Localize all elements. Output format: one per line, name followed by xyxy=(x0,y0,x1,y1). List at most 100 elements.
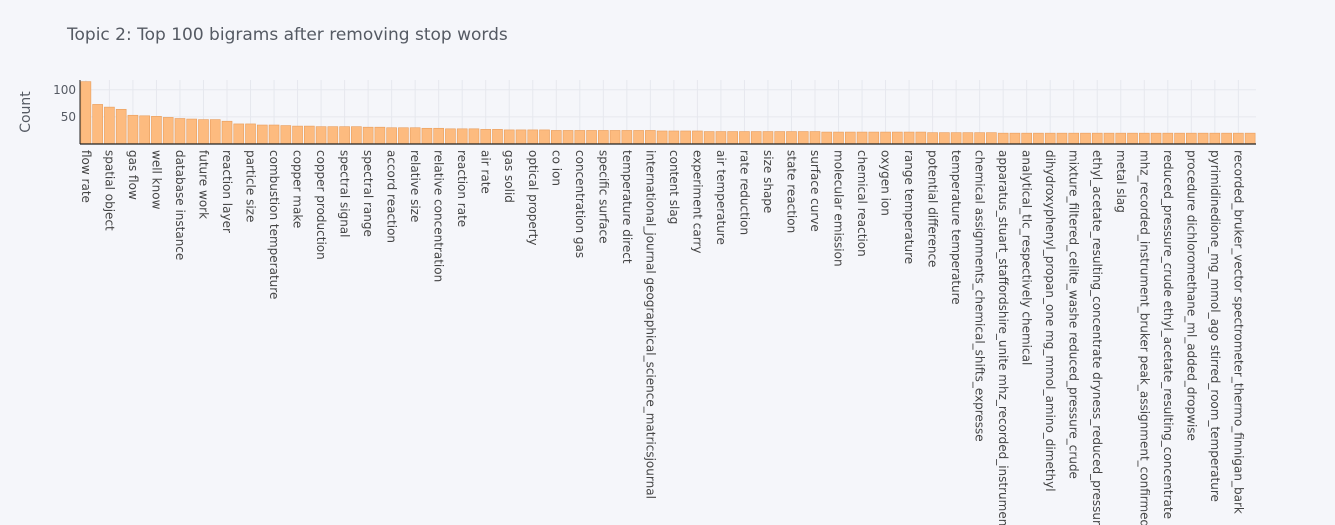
x-tick-label: flow rate xyxy=(79,150,93,203)
x-tick-label: surface curve xyxy=(808,150,822,232)
x-tick-label: concentration gas xyxy=(573,150,587,258)
x-tick-label: range temperature xyxy=(902,150,916,264)
x-tick-label: temperature temperature xyxy=(949,150,963,305)
bar xyxy=(762,131,774,145)
bar xyxy=(692,130,703,145)
x-tick-label: procedure dichloromethane_ml_added_dropw… xyxy=(1184,150,1198,441)
bar xyxy=(880,131,891,145)
bar xyxy=(786,131,797,145)
bar xyxy=(680,130,691,145)
bar xyxy=(927,132,938,145)
bar xyxy=(868,131,880,145)
bar xyxy=(421,127,433,145)
x-tick-label: relative size xyxy=(408,150,422,222)
x-tick-label: size shape xyxy=(761,150,775,213)
x-tick-label: potential difference xyxy=(926,150,940,267)
bar xyxy=(80,81,92,145)
bar xyxy=(1091,132,1103,145)
x-tick-label: spectral range xyxy=(361,150,375,237)
bar xyxy=(962,132,974,145)
bar xyxy=(127,114,139,145)
bar xyxy=(892,131,903,145)
bar xyxy=(268,124,280,145)
bar xyxy=(233,123,245,145)
bar xyxy=(774,131,786,145)
bar xyxy=(162,117,174,145)
bar xyxy=(1221,132,1232,145)
bar xyxy=(374,126,386,145)
bar xyxy=(903,131,915,145)
gridlines xyxy=(80,80,1256,144)
bar xyxy=(104,106,115,145)
bar xyxy=(950,132,962,145)
x-tick-label: recorded_bruker_vector spectrometer_ther… xyxy=(1231,150,1245,514)
bar xyxy=(797,131,809,145)
x-tick-label: particle size xyxy=(244,150,258,222)
bar xyxy=(339,126,350,145)
bar xyxy=(1197,132,1209,145)
x-tick-label: copper production xyxy=(314,150,328,260)
x-tick-label: temperature direct xyxy=(620,150,634,264)
bar xyxy=(492,129,503,145)
x-tick-label: apparatus_stuart_staffordshire_unite mhz… xyxy=(996,150,1010,525)
y-tick-label: 50 xyxy=(61,110,76,124)
bar xyxy=(1115,132,1127,145)
bar xyxy=(456,128,468,145)
bar xyxy=(409,127,421,145)
y-axis-label: Count xyxy=(18,91,34,133)
bar xyxy=(186,118,198,145)
bar xyxy=(151,116,162,145)
bar xyxy=(139,115,150,145)
x-tick-label: spectral signal xyxy=(338,150,352,238)
bar xyxy=(1209,132,1221,145)
x-tick-label: state reaction xyxy=(784,150,798,233)
bar xyxy=(327,126,339,145)
bar xyxy=(445,128,456,145)
bar xyxy=(245,123,256,145)
x-tick-label: dihydroxyphenyl_propan_one mg_mmol_amino… xyxy=(1043,150,1057,492)
bar xyxy=(221,120,233,145)
bar xyxy=(645,130,656,145)
x-tick-label: optical property xyxy=(526,150,540,245)
x-tick-label: molecular emission xyxy=(832,150,846,267)
bar xyxy=(915,131,927,145)
x-tick-label: metal slag xyxy=(1114,150,1128,213)
x-tick-label: experiment carry xyxy=(690,150,704,253)
x-tick-label: future work xyxy=(196,150,210,219)
bar xyxy=(1174,132,1185,145)
x-tick-label: analytical_tlc_respectively chemical xyxy=(1020,150,1034,365)
bar xyxy=(1009,132,1021,145)
bar xyxy=(562,130,574,145)
x-tick-label: gas flow xyxy=(126,150,140,200)
bar xyxy=(833,131,844,145)
bar xyxy=(821,131,833,145)
x-tick-label: chemical assignments_chemical_shifts_exp… xyxy=(973,150,987,442)
bar xyxy=(703,131,715,145)
x-tick-label: combustion temperature xyxy=(267,150,281,299)
bar xyxy=(750,131,762,145)
bar xyxy=(809,131,821,145)
bar xyxy=(174,118,186,145)
bar xyxy=(844,131,856,145)
x-tick-label: co ion xyxy=(549,150,563,186)
x-tick-label: reaction layer xyxy=(220,150,234,233)
bar xyxy=(656,130,668,145)
bar xyxy=(280,125,292,145)
bar xyxy=(386,127,397,145)
bars xyxy=(80,81,1256,145)
bar xyxy=(209,119,221,145)
x-tick-label: copper make xyxy=(291,150,305,228)
x-tick-label: international_journal geographical_scien… xyxy=(643,150,657,499)
y-tick-label: 100 xyxy=(53,83,76,97)
bar xyxy=(1056,132,1068,145)
x-tick-label: pyrimidinedione_mg_mmol_ago stirred_room… xyxy=(1208,150,1222,502)
x-tick-label: ethyl_acetate_resulting_concentrate dryn… xyxy=(1090,150,1104,525)
bar xyxy=(480,129,492,145)
bar xyxy=(503,129,515,145)
x-tick-label: accord reaction xyxy=(385,150,399,243)
bar xyxy=(304,125,315,145)
bar xyxy=(586,130,597,145)
bar xyxy=(550,130,562,145)
